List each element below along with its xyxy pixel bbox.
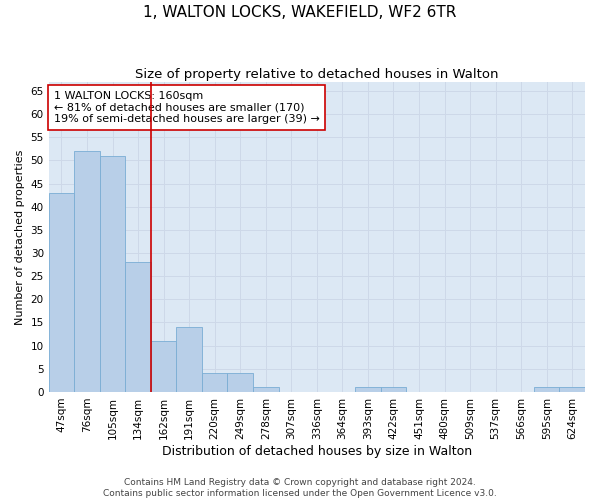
Bar [74,151,100,392]
Bar [202,374,227,392]
Bar [253,388,278,392]
Bar [534,388,559,392]
Bar [100,156,125,392]
Bar [227,374,253,392]
Bar [380,388,406,392]
Text: Contains HM Land Registry data © Crown copyright and database right 2024.
Contai: Contains HM Land Registry data © Crown c… [103,478,497,498]
Text: 1, WALTON LOCKS, WAKEFIELD, WF2 6TR: 1, WALTON LOCKS, WAKEFIELD, WF2 6TR [143,5,457,20]
Bar [176,327,202,392]
Bar [355,388,380,392]
Y-axis label: Number of detached properties: Number of detached properties [15,149,25,324]
Title: Size of property relative to detached houses in Walton: Size of property relative to detached ho… [135,68,499,80]
Bar [125,262,151,392]
Bar [151,341,176,392]
Bar [49,193,74,392]
X-axis label: Distribution of detached houses by size in Walton: Distribution of detached houses by size … [162,444,472,458]
Text: 1 WALTON LOCKS: 160sqm
← 81% of detached houses are smaller (170)
19% of semi-de: 1 WALTON LOCKS: 160sqm ← 81% of detached… [54,91,320,124]
Bar [559,388,585,392]
